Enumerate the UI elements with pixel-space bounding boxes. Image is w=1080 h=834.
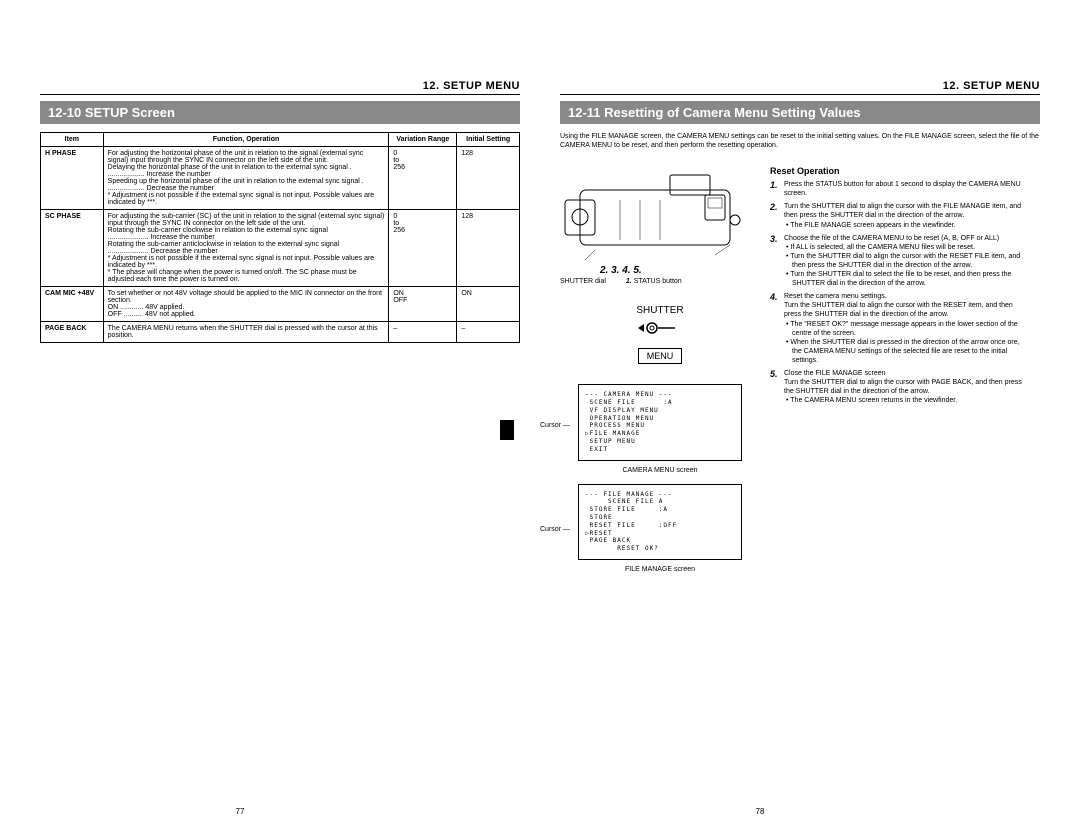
chapter-header: 12. SETUP MENU: [560, 80, 1040, 95]
camera-illustration: [560, 160, 760, 270]
step-item: 4.Reset the camera menu settings. Turn t…: [770, 292, 1030, 365]
step-bullet: • If ALL is selected, all the CAMERA MEN…: [784, 243, 1030, 252]
step-body: Close the FILE MANAGE screen Turn the SH…: [784, 369, 1030, 405]
intro-text: Using the FILE MANAGE screen, the CAMERA…: [560, 132, 1040, 150]
step-item: 2.Turn the SHUTTER dial to align the cur…: [770, 202, 1030, 229]
th-function: Function, Operation: [103, 133, 389, 147]
step-number: 3.: [770, 234, 784, 289]
step-number: 1.: [770, 180, 784, 198]
page-number-left: 77: [0, 807, 480, 816]
cell-initial: 128: [457, 147, 520, 210]
table-row: CAM MIC +48VTo set whether or not 48V vo…: [41, 287, 520, 322]
cell-initial: 128: [457, 210, 520, 287]
th-item: Item: [41, 133, 104, 147]
step-number: 5.: [770, 369, 784, 405]
chapter-header: 12. SETUP MENU: [40, 80, 520, 95]
dial-icon: [630, 316, 690, 341]
cell-initial: ON: [457, 287, 520, 322]
step-bullet: • The CAMERA MENU screen returns in the …: [784, 396, 1030, 405]
diagram-column: 2. 3. 4. 5. SHUTTER dial 1. STATUS butto…: [560, 160, 760, 583]
step-number: 2.: [770, 202, 784, 229]
step-body: Reset the camera menu settings. Turn the…: [784, 292, 1030, 365]
file-manage-screen: --- FILE MANAGE --- SCENE FILE A STORE F…: [578, 484, 742, 560]
step-bullet: • Turn the SHUTTER dial to select the fi…: [784, 270, 1030, 288]
steps-column: Reset Operation 1.Press the STATUS butto…: [770, 160, 1030, 583]
step-item: 5.Close the FILE MANAGE screen Turn the …: [770, 369, 1030, 405]
step-number: 4.: [770, 292, 784, 365]
menu-label: MENU: [638, 348, 683, 364]
table-row: SC PHASEFor adjusting the sub-carrier (S…: [41, 210, 520, 287]
step-bullet: • The FILE MANAGE screen appears in the …: [784, 221, 1030, 230]
setup-table: Item Function, Operation Variation Range…: [40, 132, 520, 343]
cell-function: For adjusting the horizontal phase of th…: [103, 147, 389, 210]
shutter-dial-callout: SHUTTER dial: [560, 278, 606, 285]
thumb-tab: [500, 420, 514, 440]
section-title-bar: 12-11 Resetting of Camera Menu Setting V…: [560, 101, 1040, 124]
step-bullet: • The "RESET OK?" message message appear…: [784, 320, 1030, 338]
cell-function: The CAMERA MENU returns when the SHUTTER…: [103, 322, 389, 343]
table-row: PAGE BACKThe CAMERA MENU returns when th…: [41, 322, 520, 343]
dial-diagram: SHUTTER MENU: [560, 305, 760, 364]
cursor-callout: Cursor —: [540, 422, 570, 429]
right-page: 12. SETUP MENU 12-11 Resetting of Camera…: [560, 80, 1040, 583]
step-item: 1.Press the STATUS button for about 1 se…: [770, 180, 1030, 198]
status-button-callout: 1. STATUS button: [626, 278, 682, 285]
shutter-label: SHUTTER: [560, 305, 760, 316]
table-row: H PHASEFor adjusting the horizontal phas…: [41, 147, 520, 210]
reset-operation-heading: Reset Operation: [770, 166, 1030, 176]
page-number-right: 78: [520, 807, 1000, 816]
cell-item: CAM MIC +48V: [41, 287, 104, 322]
step-item: 3.Choose the file of the CAMERA MENU to …: [770, 234, 1030, 289]
cell-item: H PHASE: [41, 147, 104, 210]
cell-item: PAGE BACK: [41, 322, 104, 343]
two-page-spread: 12. SETUP MENU 12-10 SETUP Screen Item F…: [0, 0, 1080, 603]
file-manage-caption: FILE MANAGE screen: [560, 566, 760, 573]
cell-range: –: [389, 322, 457, 343]
camera-menu-screen: --- CAMERA MENU --- SCENE FILE :A VF DIS…: [578, 384, 742, 460]
camera-menu-caption: CAMERA MENU screen: [560, 467, 760, 474]
cell-function: For adjusting the sub-carrier (SC) of th…: [103, 210, 389, 287]
cell-range: 0 to 256: [389, 147, 457, 210]
cursor-callout: Cursor —: [540, 526, 570, 533]
step-body: Turn the SHUTTER dial to align the curso…: [784, 202, 1030, 229]
th-range: Variation Range: [389, 133, 457, 147]
cell-range: 0 to 256: [389, 210, 457, 287]
diagram-step-numbers: 2. 3. 4. 5.: [600, 265, 800, 276]
th-initial: Initial Setting: [457, 133, 520, 147]
cell-range: ON OFF: [389, 287, 457, 322]
left-page: 12. SETUP MENU 12-10 SETUP Screen Item F…: [40, 80, 520, 583]
cell-function: To set whether or not 48V voltage should…: [103, 287, 389, 322]
content-columns: 2. 3. 4. 5. SHUTTER dial 1. STATUS butto…: [560, 160, 1040, 583]
step-body: Press the STATUS button for about 1 seco…: [784, 180, 1030, 198]
cell-initial: –: [457, 322, 520, 343]
step-bullet: • When the SHUTTER dial is pressed in th…: [784, 338, 1030, 365]
step-bullet: • Turn the SHUTTER dial to align the cur…: [784, 252, 1030, 270]
cell-item: SC PHASE: [41, 210, 104, 287]
step-body: Choose the file of the CAMERA MENU to be…: [784, 234, 1030, 289]
section-title-bar: 12-10 SETUP Screen: [40, 101, 520, 124]
